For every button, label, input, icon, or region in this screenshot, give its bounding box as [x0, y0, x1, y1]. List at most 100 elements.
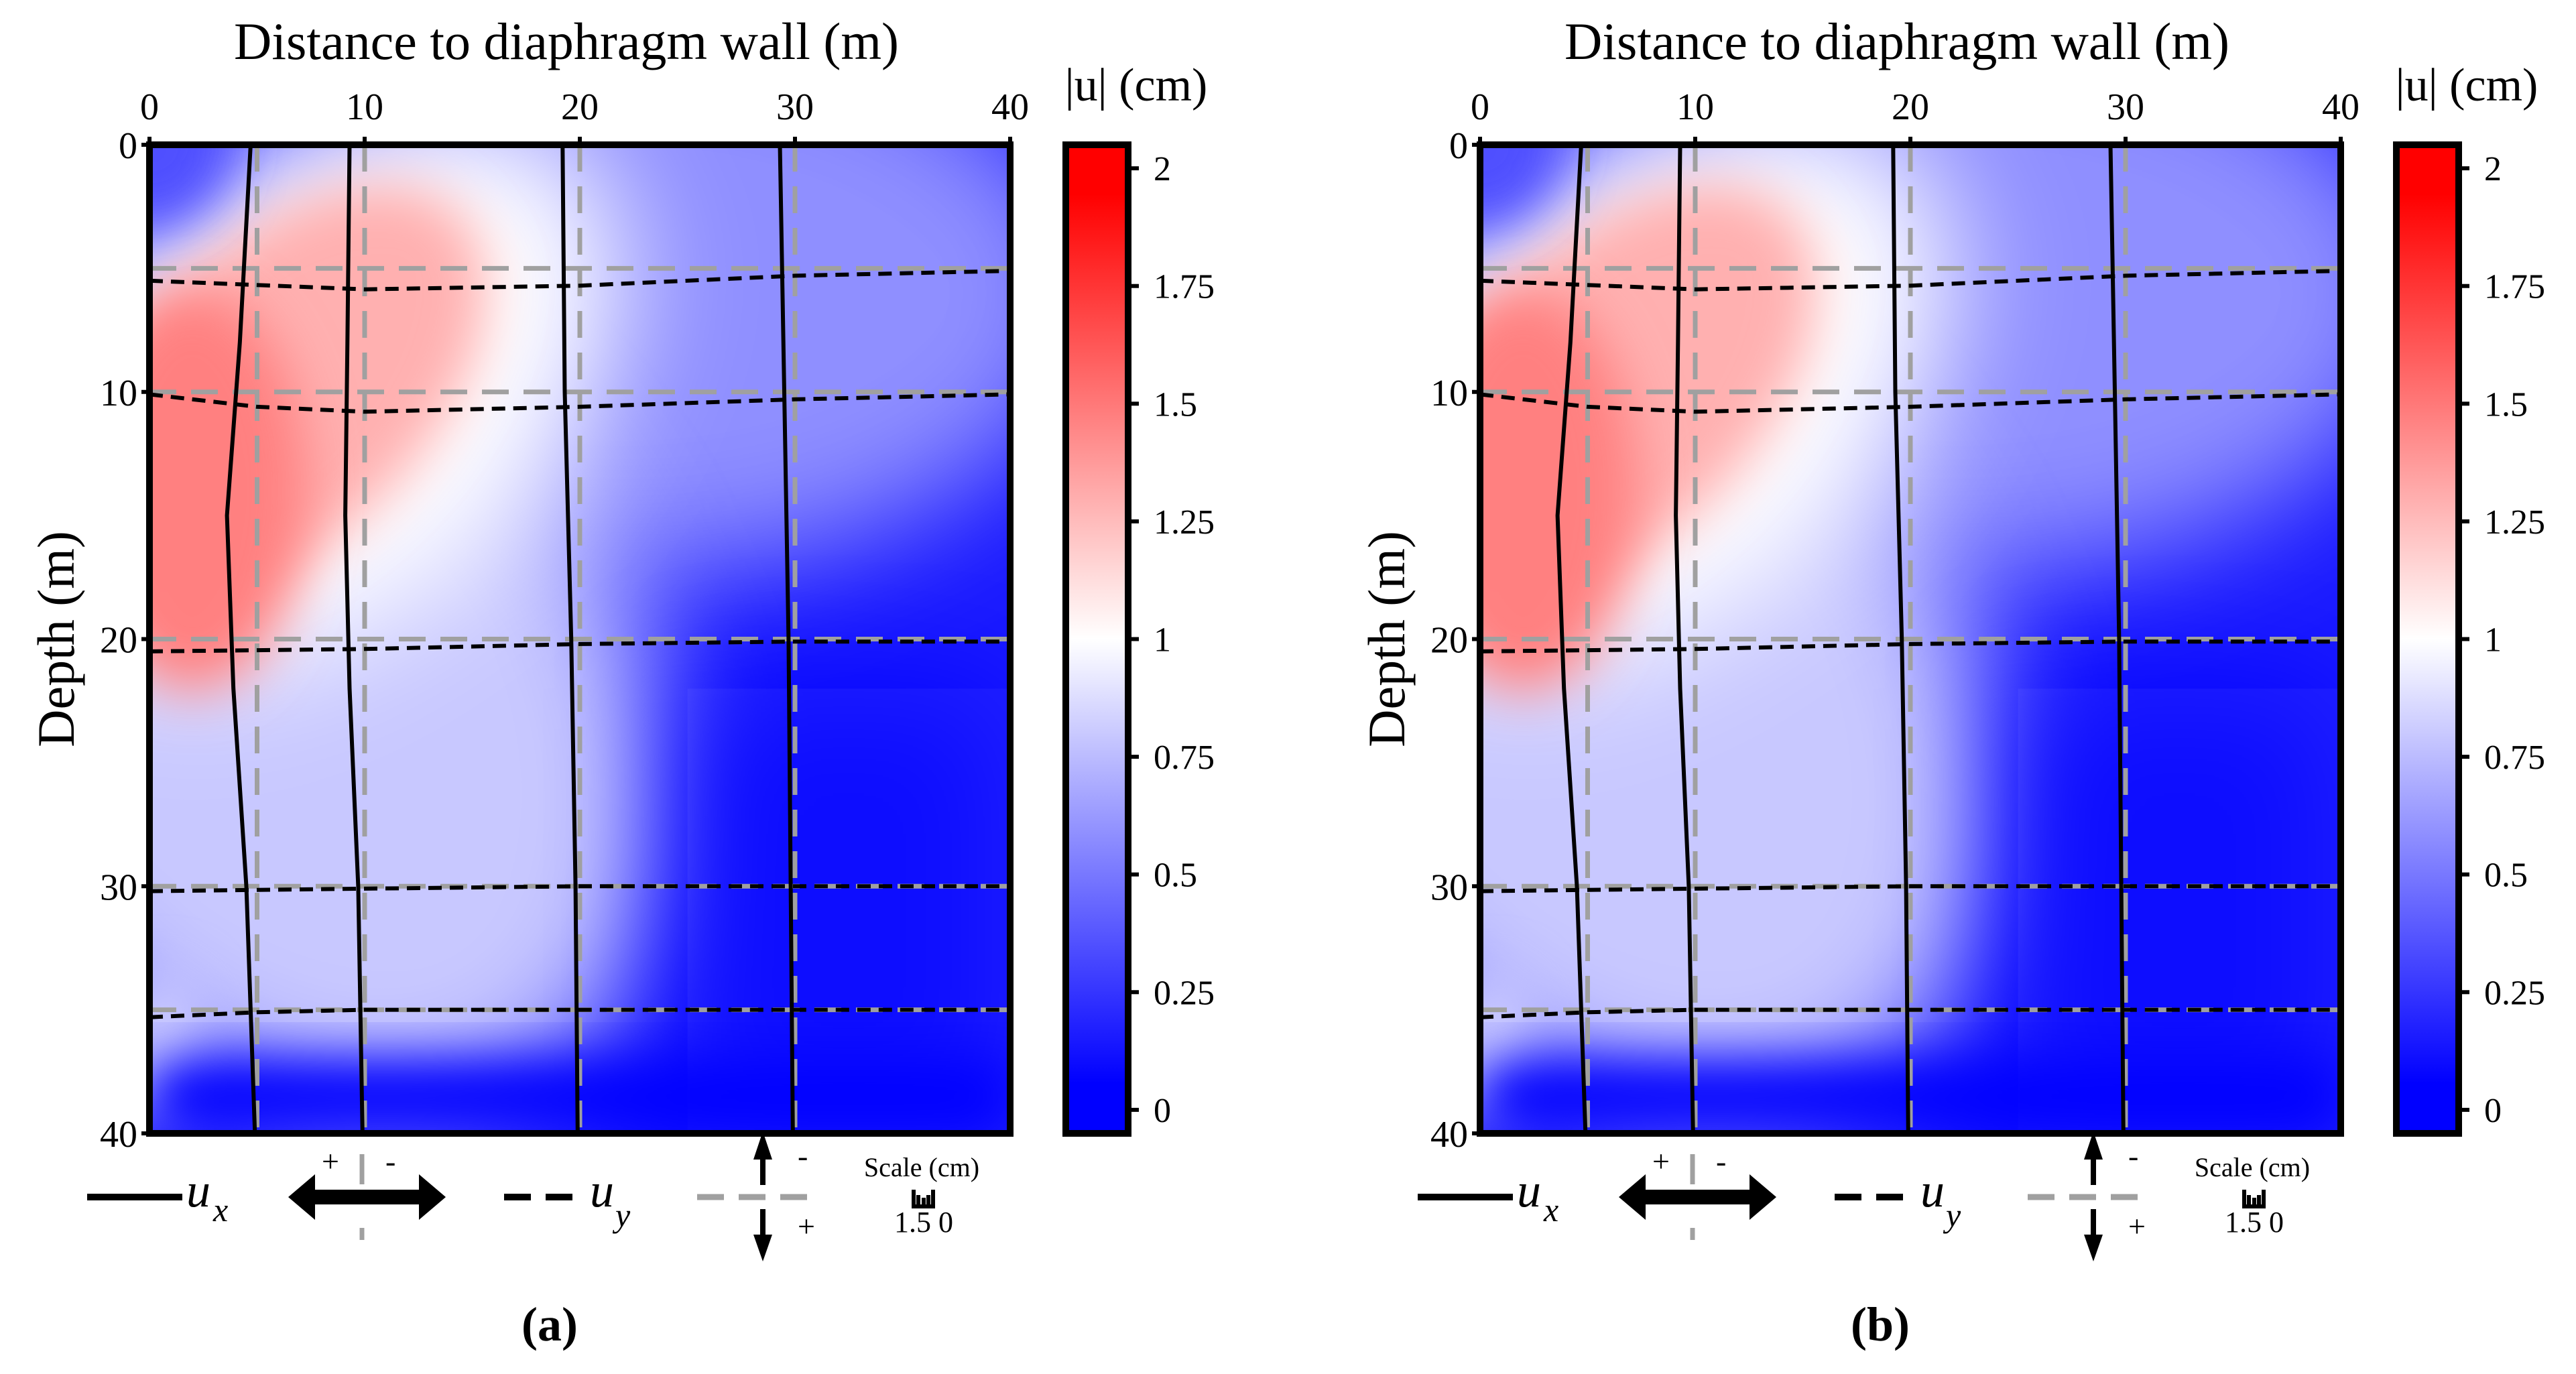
x-tick-label: 20 — [561, 86, 599, 128]
legend-uy-minus: - — [798, 1139, 808, 1173]
panel-label: (b) — [1851, 1298, 1910, 1351]
legend-uy-subscript: y — [1943, 1196, 1961, 1234]
scale-ruler-icon — [2242, 1190, 2266, 1208]
uy-displacement-line — [1479, 1007, 2341, 1019]
colorbar-tick-label: 1.75 — [2484, 268, 2545, 306]
colorbar — [2393, 141, 2462, 1137]
ux-displacement-line — [1674, 144, 1695, 1134]
y-axis-title: Depth (m) — [1357, 531, 1416, 747]
colorbar-tick-label: 0.5 — [1154, 857, 1197, 895]
legend-ux-subscript: x — [212, 1191, 228, 1229]
colorbar-label: |u| (cm) — [2396, 60, 2538, 111]
y-axis-title: Depth (m) — [27, 531, 85, 747]
double-arrow-horizontal-icon — [288, 1174, 446, 1220]
colorbar-tick-label: 0 — [1154, 1092, 1171, 1130]
legend-ux-plus: + — [322, 1144, 339, 1178]
arrow-up-icon — [753, 1131, 772, 1185]
ux-displacement-line — [1555, 144, 1588, 1134]
colorbar-tick-label: 1.25 — [1154, 503, 1215, 542]
colorbar — [1062, 141, 1131, 1137]
x-tick-label: 10 — [346, 86, 383, 128]
arrow-down-icon — [753, 1209, 772, 1261]
x-tick-label: 40 — [2322, 86, 2359, 128]
x-axis-title: Distance to diaphragm wall (m) — [234, 12, 899, 70]
scale-label: Scale (cm) — [864, 1152, 979, 1182]
y-tick-label: 0 — [119, 125, 137, 167]
uy-displacement-line — [149, 639, 1010, 653]
legend-uy-label: u — [590, 1164, 614, 1217]
legend-ux-label: u — [1517, 1164, 1541, 1217]
colorbar-tick-label: 1 — [2484, 621, 2502, 660]
colorbar-tick-label: 1.75 — [1154, 268, 1215, 306]
ux-displacement-line — [225, 144, 257, 1134]
ux-displacement-line — [560, 144, 580, 1134]
ux-displacement-line — [778, 144, 795, 1134]
y-tick-label: 10 — [1430, 373, 1468, 414]
x-tick-label: 20 — [1892, 86, 1929, 128]
ux-displacement-line — [2108, 144, 2126, 1134]
legend-ux-subscript: x — [1543, 1191, 1558, 1229]
x-tick-label: 30 — [776, 86, 814, 128]
y-tick-label: 30 — [1430, 867, 1468, 908]
x-axis-title: Distance to diaphragm wall (m) — [1565, 12, 2229, 70]
colorbar-tick-label: 0.75 — [1154, 739, 1215, 777]
heatmap — [1480, 145, 2341, 1133]
y-tick-label: 0 — [1449, 125, 1468, 167]
y-tick-label: 30 — [100, 867, 137, 908]
heatmap — [149, 145, 1010, 1133]
x-tick-label: 0 — [1471, 86, 1489, 128]
colorbar-label: |u| (cm) — [1065, 60, 1208, 111]
colorbar-tick-label: 1 — [1154, 621, 1171, 660]
scale-values: 1.5 0 — [2225, 1206, 2284, 1239]
y-tick-label: 40 — [1430, 1114, 1468, 1156]
uy-displacement-line — [1479, 639, 2341, 653]
scale-label: Scale (cm) — [2195, 1152, 2310, 1182]
ux-displacement-line — [343, 144, 365, 1134]
ux-displacement-line — [1891, 144, 1910, 1134]
y-tick-label: 10 — [100, 373, 137, 414]
colorbar-tick-label: 0 — [2484, 1092, 2502, 1130]
legend-uy-plus: + — [798, 1209, 815, 1243]
heatmap-corner-low — [1480, 145, 1560, 225]
x-tick-label: 30 — [2107, 86, 2144, 128]
colorbar-tick-label: 0.25 — [2484, 974, 2545, 1012]
y-tick-label: 40 — [100, 1114, 137, 1156]
legend-ux-label: u — [186, 1164, 210, 1217]
colorbar-tick-label: 1.25 — [2484, 503, 2545, 542]
uy-displacement-line — [1479, 269, 2341, 292]
colorbar-tick-label: 2 — [2484, 150, 2502, 188]
panel-label: (a) — [522, 1298, 578, 1351]
legend-uy-plus: + — [2128, 1209, 2146, 1243]
arrow-down-icon — [2084, 1209, 2103, 1261]
x-tick-label: 0 — [140, 86, 159, 128]
y-tick-label: 20 — [100, 620, 137, 662]
colorbar-tick-label: 0.75 — [2484, 739, 2545, 777]
heatmap-corner-low — [149, 145, 230, 225]
double-arrow-horizontal-icon — [1619, 1174, 1776, 1220]
uy-displacement-line — [149, 269, 1011, 292]
colorbar-tick-label: 0.5 — [2484, 857, 2528, 895]
y-tick-label: 20 — [1430, 620, 1468, 662]
legend-ux-minus: - — [1716, 1144, 1726, 1178]
uy-displacement-line — [149, 392, 1011, 414]
x-tick-label: 10 — [1676, 86, 1714, 128]
scale-ruler-icon — [912, 1190, 935, 1208]
colorbar-tick-label: 2 — [1154, 150, 1171, 188]
legend-ux-plus: + — [1652, 1144, 1670, 1178]
x-tick-label: 40 — [991, 86, 1029, 128]
arrow-up-icon — [2084, 1131, 2103, 1185]
legend-ux-minus: - — [385, 1144, 395, 1178]
uy-displacement-line — [1479, 392, 2341, 414]
legend-uy-label: u — [1920, 1164, 1945, 1217]
colorbar-tick-label: 1.5 — [2484, 385, 2528, 424]
scale-values: 1.5 0 — [894, 1206, 953, 1239]
colorbar-tick-label: 0.25 — [1154, 974, 1215, 1012]
uy-displacement-line — [149, 1007, 1010, 1019]
colorbar-tick-label: 1.5 — [1154, 385, 1197, 424]
legend-uy-subscript: y — [612, 1196, 631, 1234]
uy-displacement-line — [149, 884, 1010, 893]
legend-uy-minus: - — [2128, 1139, 2138, 1173]
